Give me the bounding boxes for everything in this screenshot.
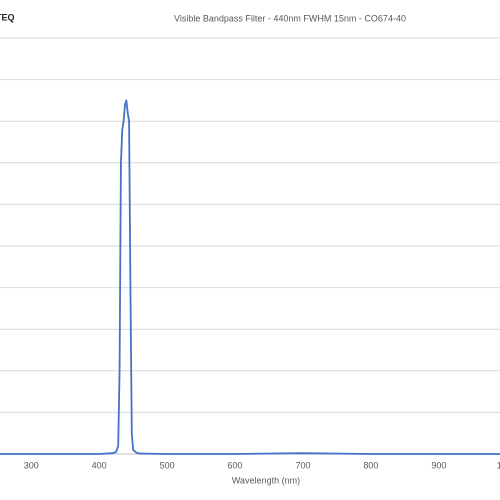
x-tick-label: 400 <box>92 460 107 470</box>
x-tick-label: 500 <box>160 460 175 470</box>
x-axis-label: Wavelength (nm) <box>232 475 300 485</box>
chart-title: Visible Bandpass Filter - 440nm FWHM 15n… <box>174 13 406 23</box>
x-tick-label: 900 <box>431 460 446 470</box>
brand-logo: TEQ <box>0 12 15 22</box>
x-tick-label: 700 <box>295 460 310 470</box>
series-line <box>0 99 500 455</box>
x-tick-label: 600 <box>228 460 243 470</box>
x-tick-label: 300 <box>24 460 39 470</box>
x-tick-label: 1000 <box>497 460 500 470</box>
x-tick-label: 800 <box>363 460 378 470</box>
